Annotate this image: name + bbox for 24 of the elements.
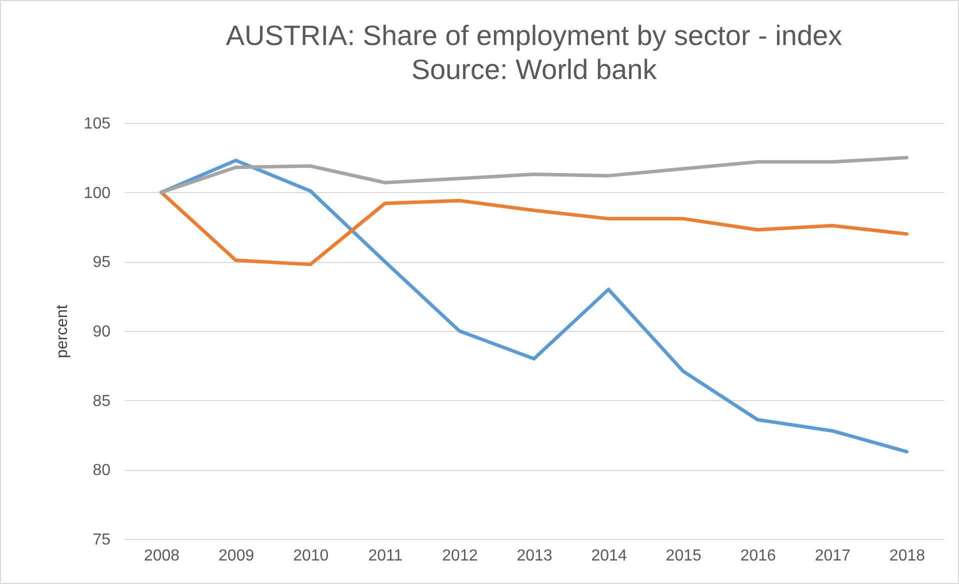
line-series: [160, 156, 908, 194]
x-tick-label: 2010: [293, 548, 329, 564]
y-tick-label: 80: [92, 462, 111, 480]
line-series: [160, 158, 908, 454]
x-tick-label: 2009: [218, 548, 254, 564]
y-axis-title: percent: [54, 304, 71, 358]
x-tick-label: 2013: [516, 548, 552, 564]
x-tick-label: 2012: [442, 548, 478, 564]
y-tick-label: 105: [84, 116, 111, 132]
line-series: [160, 190, 908, 266]
x-tick-label: 2008: [144, 548, 180, 564]
x-tick-label: 2018: [889, 548, 926, 564]
chart-subtitle: Source: World bank: [411, 54, 658, 85]
y-tick-label: 75: [92, 532, 111, 548]
y-tick-label: 90: [92, 324, 111, 340]
x-tick-label: 2017: [814, 548, 851, 564]
chart-title: AUSTRIA: Share of employment by sector - index: [226, 20, 842, 51]
y-tick-label: 85: [92, 392, 111, 410]
y-tick-label: 100: [84, 184, 111, 202]
x-tick-label: 2015: [666, 548, 702, 564]
x-tick-label: 2011: [368, 548, 403, 564]
y-tick-label: 95: [92, 254, 111, 272]
x-tick-label: 2016: [740, 548, 776, 564]
x-tick-label: 2014: [591, 548, 627, 564]
